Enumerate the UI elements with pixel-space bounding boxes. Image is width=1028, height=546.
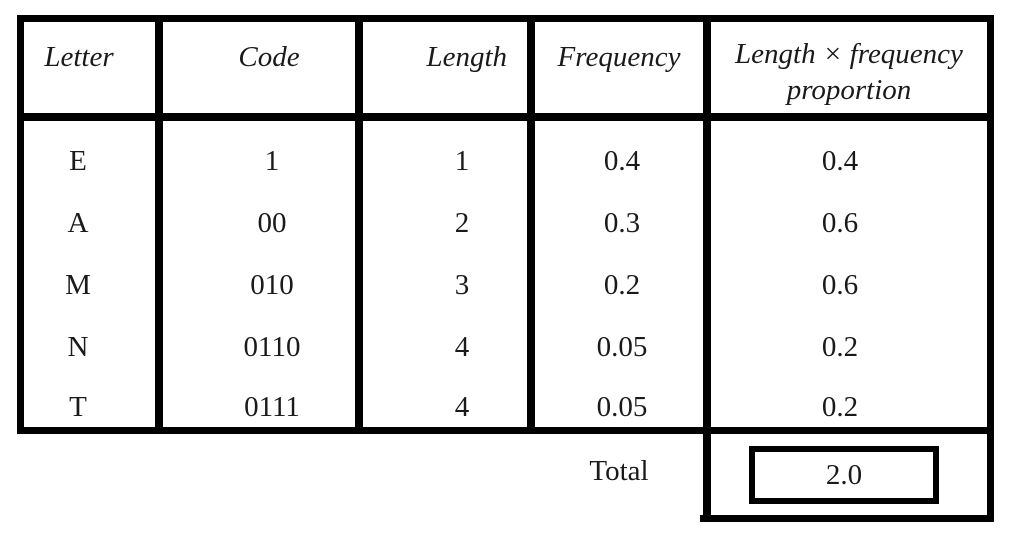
col-border-1	[155, 15, 163, 434]
cell-letter: T	[69, 390, 87, 423]
cell-letter: M	[65, 268, 91, 301]
cell-length-frequency: 0.6	[821, 206, 859, 239]
cell-code: 010	[250, 268, 294, 301]
cell-length: 1	[454, 144, 470, 177]
col-border-right	[987, 15, 994, 522]
col-border-3	[527, 15, 535, 434]
col-border-4	[703, 15, 711, 522]
body-border-bottom	[17, 427, 994, 434]
cell-length: 3	[454, 268, 470, 301]
cell-letter: E	[69, 144, 87, 177]
cell-frequency: 0.3	[603, 206, 641, 239]
header-letter: Letter	[44, 40, 114, 73]
cell-frequency: 0.05	[596, 330, 648, 363]
table-border-top	[17, 15, 994, 22]
cell-letter: A	[67, 206, 89, 239]
total-value-box: 2.0	[749, 446, 939, 504]
header-length: Length	[426, 40, 507, 73]
cell-code: 0111	[244, 390, 300, 423]
cell-length-frequency: 0.2	[821, 390, 859, 423]
cell-code: 00	[257, 206, 287, 239]
header-frequency: Frequency	[557, 40, 681, 73]
cell-code: 1	[264, 144, 280, 177]
header-divider	[17, 113, 994, 121]
cell-length-frequency: 0.2	[821, 330, 859, 363]
header-length-frequency-proportion: Length × frequency proportion	[711, 34, 987, 110]
cell-letter: N	[67, 330, 89, 363]
col-border-2	[355, 15, 363, 434]
cell-frequency: 0.05	[596, 390, 648, 423]
cell-code: 0110	[243, 330, 301, 363]
cell-length-frequency: 0.6	[821, 268, 859, 301]
cell-length: 4	[454, 390, 470, 423]
header-line-2: proportion	[786, 74, 912, 106]
total-label: Total	[589, 454, 649, 487]
cell-length-frequency: 0.4	[821, 144, 859, 177]
header-line-1: Length × frequency	[735, 37, 963, 70]
col-border-left	[17, 15, 24, 434]
cell-length: 4	[454, 330, 470, 363]
cell-frequency: 0.2	[603, 268, 641, 301]
cell-length: 2	[454, 206, 470, 239]
cell-frequency: 0.4	[603, 144, 641, 177]
header-code: Code	[238, 40, 300, 73]
total-value: 2.0	[825, 458, 863, 491]
total-border-bottom	[700, 515, 994, 522]
